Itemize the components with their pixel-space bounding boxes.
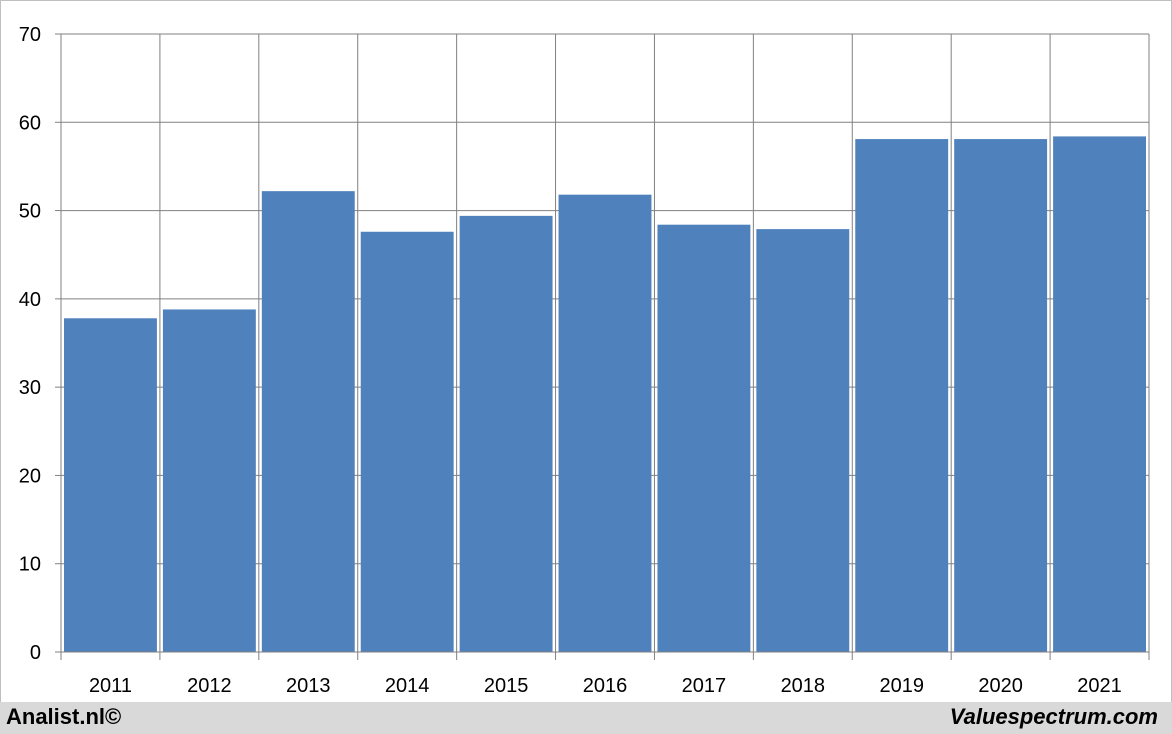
x-tick-label: 2020 [978,675,1023,697]
bar [459,215,553,652]
y-tick-label: 10 [19,554,41,576]
bar [756,229,850,652]
bar [261,191,355,653]
footer-right-credit: Valuespectrum.com [949,704,1158,729]
x-tick-label: 2014 [385,675,430,697]
bar [855,139,949,652]
x-tick-label: 2019 [879,675,924,697]
bar [1053,136,1146,652]
y-tick-label: 50 [19,201,41,223]
y-tick-label: 20 [19,465,41,487]
y-tick-label: 70 [19,24,41,46]
x-tick-label: 2015 [484,675,529,697]
y-tick-label: 0 [30,642,41,664]
x-tick-label: 2012 [187,675,232,697]
bar [64,318,157,652]
x-tick-label: 2016 [583,675,628,697]
x-tick-label: 2021 [1077,675,1122,697]
bar [657,224,751,652]
bar [558,194,652,652]
bar [954,139,1048,652]
x-tick-label: 2013 [286,675,331,697]
x-tick-label: 2018 [781,675,826,697]
footer-left-credit: Analist.nl© [6,704,122,729]
y-tick-label: 40 [19,289,41,311]
x-tick-label: 2017 [682,675,727,697]
bar [162,309,256,652]
y-tick-label: 60 [19,112,41,134]
y-tick-label: 30 [19,377,41,399]
bar [360,231,454,652]
x-tick-label: 2011 [89,675,132,697]
footer-bar: Analist.nl© Valuespectrum.com [0,702,1172,734]
